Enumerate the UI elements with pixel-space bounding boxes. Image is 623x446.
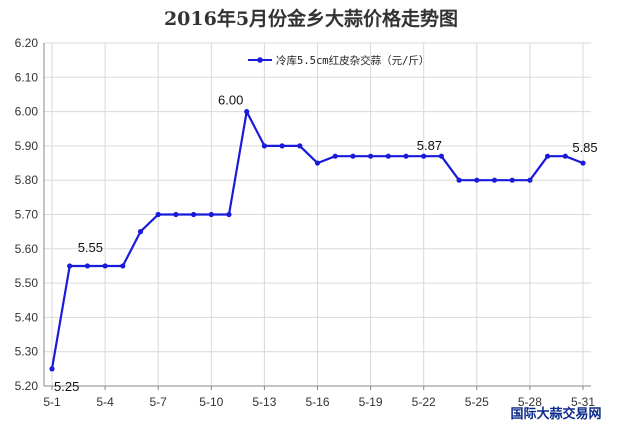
x-tick-label: 5-7 bbox=[150, 395, 168, 409]
data-point bbox=[120, 263, 126, 269]
data-label: 5.55 bbox=[78, 240, 103, 255]
x-tick-labels: 5-1 5-4 5-7 5-10 5-13 5-16 5-19 5-22 5-25 5-28 5-3… bbox=[43, 395, 595, 409]
x-tick-label: 5-1 bbox=[43, 395, 61, 409]
y-tick-label: 5.50 bbox=[15, 276, 39, 290]
data-point bbox=[456, 177, 462, 183]
data-point bbox=[332, 153, 338, 159]
data-point bbox=[509, 177, 515, 183]
data-point bbox=[208, 211, 214, 218]
x-tick-label: 5-13 bbox=[252, 395, 276, 409]
y-tick-label: 6.00 bbox=[15, 105, 39, 119]
data-point bbox=[261, 143, 267, 149]
x-tick-label: 5-28 bbox=[518, 395, 542, 409]
data-point bbox=[155, 211, 161, 218]
legend-label: 冷库5.5cm红皮杂交蒜（元/斤） bbox=[276, 54, 429, 67]
series-layer bbox=[49, 109, 586, 372]
data-label: 6.00 bbox=[218, 93, 243, 108]
grid-lines bbox=[44, 42, 591, 387]
data-point bbox=[491, 177, 498, 183]
data-label: 5.85 bbox=[572, 140, 597, 155]
y-tick-label: 5.70 bbox=[15, 208, 39, 222]
x-tick-label: 5-31 bbox=[571, 395, 595, 409]
data-label: 5.87 bbox=[417, 138, 442, 153]
data-point bbox=[67, 263, 73, 269]
y-tick-label: 6.20 bbox=[15, 36, 39, 50]
data-point bbox=[173, 211, 179, 218]
data-point bbox=[580, 160, 586, 166]
x-tick-label: 5-10 bbox=[199, 395, 223, 409]
data-point bbox=[474, 177, 480, 183]
data-point bbox=[562, 153, 568, 159]
x-tick-label: 5-16 bbox=[305, 395, 329, 409]
y-tick-label: 5.30 bbox=[15, 345, 39, 359]
x-tick-label: 5-22 bbox=[412, 395, 436, 409]
data-point bbox=[350, 153, 356, 159]
data-point bbox=[368, 153, 374, 159]
data-point bbox=[385, 153, 391, 159]
y-tick-label: 5.20 bbox=[15, 379, 39, 393]
data-point bbox=[438, 153, 444, 159]
data-label: 5.25 bbox=[54, 379, 79, 394]
data-point bbox=[84, 263, 90, 269]
data-point bbox=[244, 109, 250, 115]
x-tick-label: 5-25 bbox=[465, 395, 489, 409]
y-tick-label: 6.10 bbox=[15, 70, 39, 84]
x-tick-label: 5-19 bbox=[359, 395, 383, 409]
data-labels: 5.25 5.55 6.00 5.87 5.85 bbox=[54, 93, 598, 394]
x-tick-label: 5-4 bbox=[96, 395, 114, 409]
legend: 冷库5.5cm红皮杂交蒜（元/斤） bbox=[248, 54, 429, 67]
data-point bbox=[421, 153, 427, 159]
data-point bbox=[49, 366, 55, 372]
data-point bbox=[137, 229, 144, 235]
data-point bbox=[191, 211, 197, 218]
data-point bbox=[279, 143, 285, 149]
data-point bbox=[314, 160, 321, 166]
data-point bbox=[403, 153, 409, 159]
chart-title: 2016年5月份金乡大蒜价格走势图 bbox=[164, 7, 458, 30]
data-point bbox=[226, 211, 232, 218]
axes bbox=[43, 43, 591, 390]
y-tick-label: 5.60 bbox=[15, 242, 39, 256]
legend-marker bbox=[257, 57, 263, 63]
y-tick-label: 5.90 bbox=[15, 139, 39, 153]
y-tick-label: 5.80 bbox=[15, 173, 39, 187]
data-point bbox=[102, 263, 108, 269]
y-tick-label: 5.40 bbox=[15, 310, 39, 324]
y-tick-labels: 5.20 5.30 5.40 5.50 5.60 5.70 5.80 5.90 6.00 6.10… bbox=[15, 36, 39, 393]
data-point bbox=[545, 153, 551, 159]
watermark-text: 国际大蒜交易网 bbox=[510, 406, 601, 422]
data-point bbox=[527, 177, 533, 183]
data-point bbox=[297, 143, 303, 149]
